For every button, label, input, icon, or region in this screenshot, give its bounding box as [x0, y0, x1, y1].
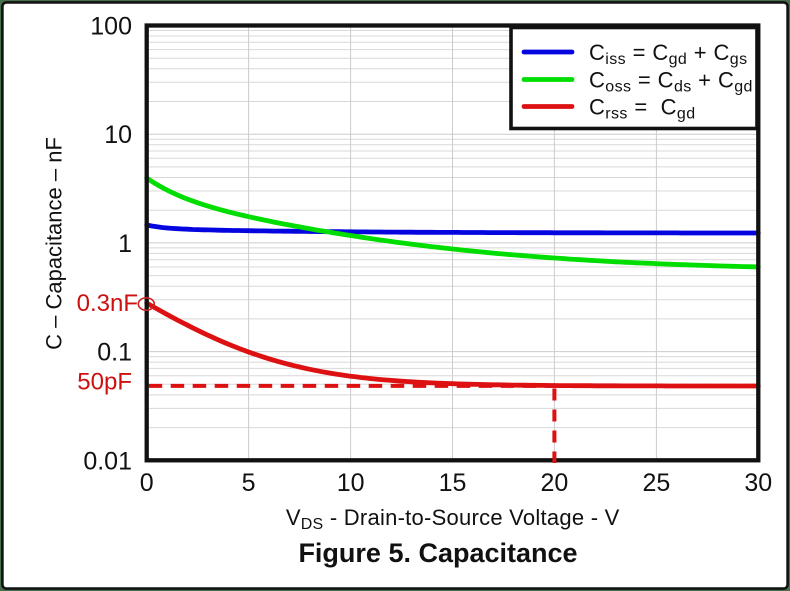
svg-text:C – Capacitance – nF: C – Capacitance – nF: [42, 137, 67, 350]
svg-text:10: 10: [337, 469, 365, 497]
svg-text:50pF: 50pF: [77, 369, 132, 396]
svg-text:0: 0: [140, 469, 154, 497]
svg-text:1: 1: [118, 230, 132, 258]
svg-text:0.1: 0.1: [97, 339, 132, 367]
svg-text:0.3nF: 0.3nF: [77, 290, 138, 317]
svg-text:20: 20: [540, 469, 568, 497]
svg-text:100: 100: [90, 13, 132, 41]
svg-text:30: 30: [744, 469, 772, 497]
svg-text:15: 15: [439, 469, 467, 497]
svg-text:10: 10: [104, 121, 132, 149]
svg-text:Coss = Cds + Cgd: Coss = Cds + Cgd: [589, 68, 753, 96]
svg-text:Figure 5. Capacitance: Figure 5. Capacitance: [298, 538, 577, 568]
svg-text:5: 5: [242, 469, 256, 497]
svg-text:VDS - Drain-to-Source Voltage: VDS - Drain-to-Source Voltage - V: [286, 505, 620, 533]
svg-text:0.01: 0.01: [83, 447, 132, 475]
svg-text:25: 25: [642, 469, 670, 497]
